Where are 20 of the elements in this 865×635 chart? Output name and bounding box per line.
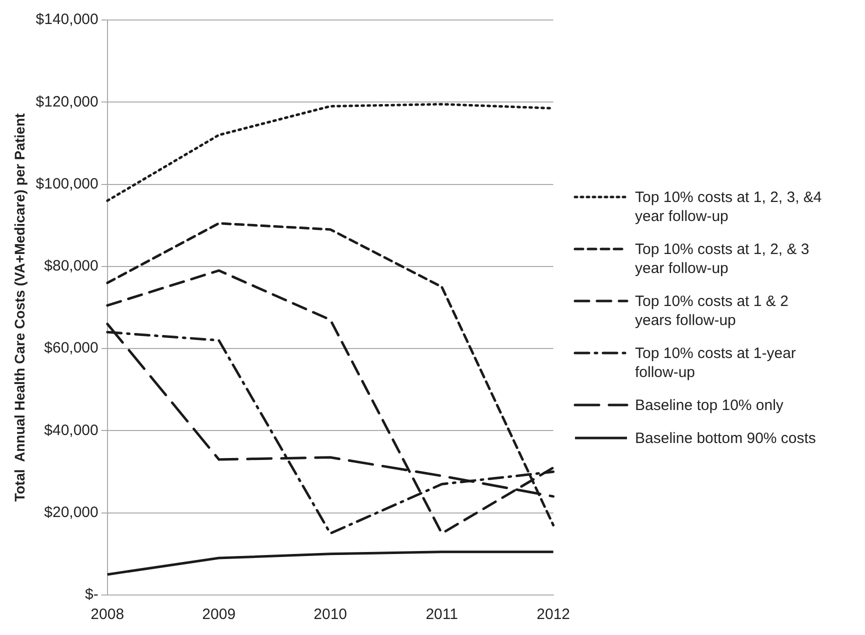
legend-label: Top 10% costs at 1 & 2 years follow-up xyxy=(635,292,790,330)
y-tick-label: $80,000 xyxy=(44,258,98,275)
x-tick-label: 2010 xyxy=(314,606,348,624)
y-tick-label: $100,000 xyxy=(36,175,98,192)
y-axis-title: Total Annual Health Care Costs (VA+Medicare) per Patient xyxy=(11,113,28,502)
legend-label: Top 10% costs at 1, 2, 3, &4 year follow-up xyxy=(635,188,823,226)
y-tick-label: $20,000 xyxy=(44,504,98,521)
x-tick-label: 2009 xyxy=(202,606,236,624)
legend-label: Top 10% costs at 1, 2, & 3 year follow-up xyxy=(635,240,810,278)
y-tick-label: $40,000 xyxy=(44,422,98,439)
legend-label: Top 10% costs at 1-year follow-up xyxy=(635,344,797,382)
x-tick-label: 2011 xyxy=(426,606,458,624)
y-tick-label: $- xyxy=(85,586,98,604)
legend-label: Baseline top 10% only xyxy=(635,396,784,414)
y-tick-label: $120,000 xyxy=(36,93,98,110)
y-tick-label: $60,000 xyxy=(44,340,98,357)
x-tick-label: 2008 xyxy=(90,606,124,624)
legend-label: Baseline bottom 90% costs xyxy=(635,428,817,448)
x-tick-label: 2012 xyxy=(536,606,570,624)
y-tick-label: $140,000 xyxy=(36,11,98,28)
